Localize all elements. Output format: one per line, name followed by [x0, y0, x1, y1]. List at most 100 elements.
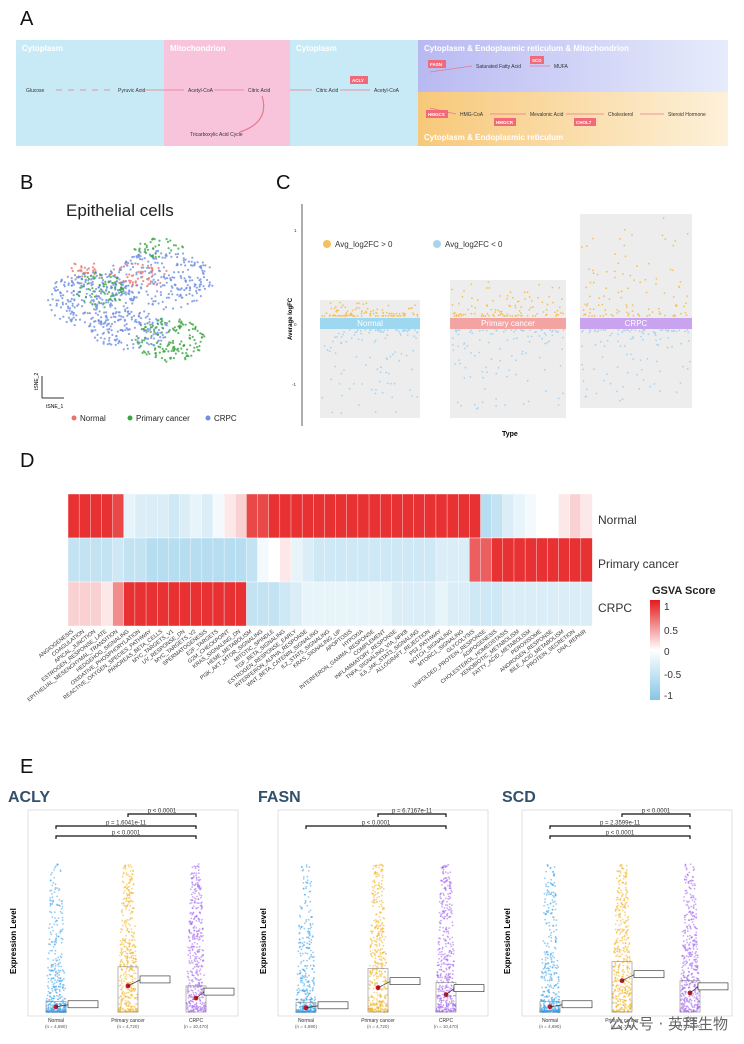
- boxplot-point: [124, 867, 127, 870]
- boxplot-point: [199, 888, 202, 891]
- boxplot-point: [370, 1004, 372, 1007]
- boxplot-group-label: Primary cancer: [361, 1018, 395, 1024]
- boxplot-point: [303, 985, 305, 987]
- boxplot-point: [376, 901, 378, 903]
- boxplot-point: [54, 962, 57, 965]
- boxplot-point: [130, 994, 132, 997]
- volcano-point: [386, 382, 389, 385]
- tsne-point: [141, 341, 144, 344]
- boxplot-point: [440, 955, 443, 958]
- tsne-point: [105, 311, 108, 314]
- tsne-point: [134, 262, 137, 265]
- boxplot-point: [131, 892, 134, 894]
- boxplot-point: [377, 933, 379, 935]
- boxplot-point: [557, 966, 560, 968]
- boxplot-point: [381, 876, 384, 879]
- boxplot-point: [307, 930, 310, 932]
- tsne-point: [121, 287, 124, 290]
- tsne-point: [178, 343, 181, 346]
- boxplot-point: [192, 891, 195, 894]
- boxplot-point: [446, 914, 449, 917]
- volcano-point: [402, 314, 405, 317]
- boxplot-point: [62, 923, 64, 925]
- volcano-point: [373, 341, 376, 344]
- heatmap-cell: [435, 537, 448, 583]
- tsne-point: [195, 289, 198, 292]
- heatmap-cell: [290, 581, 303, 627]
- boxplot-point: [548, 921, 550, 924]
- boxplot-point: [449, 966, 452, 968]
- boxplot-point: [376, 972, 378, 975]
- tsne-point: [70, 284, 73, 287]
- boxplot-point: [51, 903, 54, 905]
- boxplot-point: [373, 885, 376, 888]
- heatmap-cell: [257, 581, 270, 627]
- boxplot-point: [301, 1005, 303, 1008]
- boxplot-point: [374, 960, 376, 963]
- boxplot-point: [543, 892, 546, 895]
- boxplot-point: [127, 982, 129, 984]
- boxplot-point: [59, 993, 61, 996]
- tsne-point: [149, 282, 152, 285]
- boxplot-point: [129, 870, 132, 872]
- boxplot-point: [59, 977, 62, 980]
- volcano-point: [485, 366, 487, 369]
- boxplot-point: [310, 926, 313, 929]
- tsne-point: [160, 262, 164, 265]
- boxplot-point: [56, 994, 58, 997]
- volcano-point: [617, 291, 620, 294]
- boxplot-point: [126, 894, 129, 897]
- boxplot-point: [125, 978, 128, 980]
- tsne-point: [180, 276, 183, 279]
- heatmap-cell: [290, 537, 303, 583]
- boxplot-point: [374, 901, 376, 904]
- volcano-point: [678, 285, 680, 288]
- boxplot-point: [49, 905, 52, 907]
- volcano-point: [508, 304, 511, 307]
- boxplot-point: [547, 969, 550, 972]
- tsne-point: [147, 343, 150, 346]
- tsne-point: [162, 336, 165, 339]
- tsne-points: [47, 237, 214, 363]
- boxplot-point: [556, 964, 558, 967]
- boxplot-point: [302, 878, 305, 880]
- boxplot-point: [129, 904, 132, 907]
- boxplot-point: [190, 960, 193, 962]
- boxplot-point: [378, 866, 380, 869]
- boxplot-point: [191, 877, 194, 880]
- boxplot-point: [192, 933, 195, 935]
- boxplot-point: [132, 900, 134, 903]
- boxplot-point: [305, 919, 308, 921]
- boxplot-point: [58, 958, 61, 961]
- boxplot-point: [305, 967, 308, 970]
- tsne-point: [159, 281, 162, 284]
- tsne-point: [138, 250, 141, 253]
- volcano-point: [392, 313, 395, 316]
- heatmap-cell: [536, 537, 549, 583]
- volcano-point: [671, 345, 673, 348]
- boxplot-point: [123, 994, 125, 996]
- boxplot-point: [302, 990, 304, 992]
- boxplot-point: [543, 877, 546, 880]
- boxplot-point: [314, 998, 317, 1001]
- tsne-point: [156, 331, 159, 334]
- volcano-point: [544, 314, 547, 317]
- volcano-point: [499, 314, 502, 316]
- heatmap-row-primary: Primary cancer: [598, 557, 679, 571]
- boxplot-point: [131, 994, 134, 996]
- volcano-point: [497, 367, 500, 369]
- boxplot-point: [549, 882, 552, 884]
- tsne-point: [155, 354, 158, 357]
- boxplot-point: [131, 981, 134, 983]
- boxplot-point: [58, 904, 61, 907]
- tsne-point: [111, 281, 114, 285]
- heatmap-cell: [257, 493, 270, 539]
- volcano-ytick-neg1: -1: [292, 382, 296, 387]
- volcano-legend-down: Avg_log2FC < 0: [445, 240, 503, 249]
- tsne-point: [109, 302, 112, 305]
- volcano-point: [630, 338, 632, 340]
- volcano-point: [651, 311, 654, 313]
- heatmap-cell: [201, 537, 214, 583]
- boxplot-point: [51, 981, 54, 983]
- boxplot-point: [50, 966, 53, 968]
